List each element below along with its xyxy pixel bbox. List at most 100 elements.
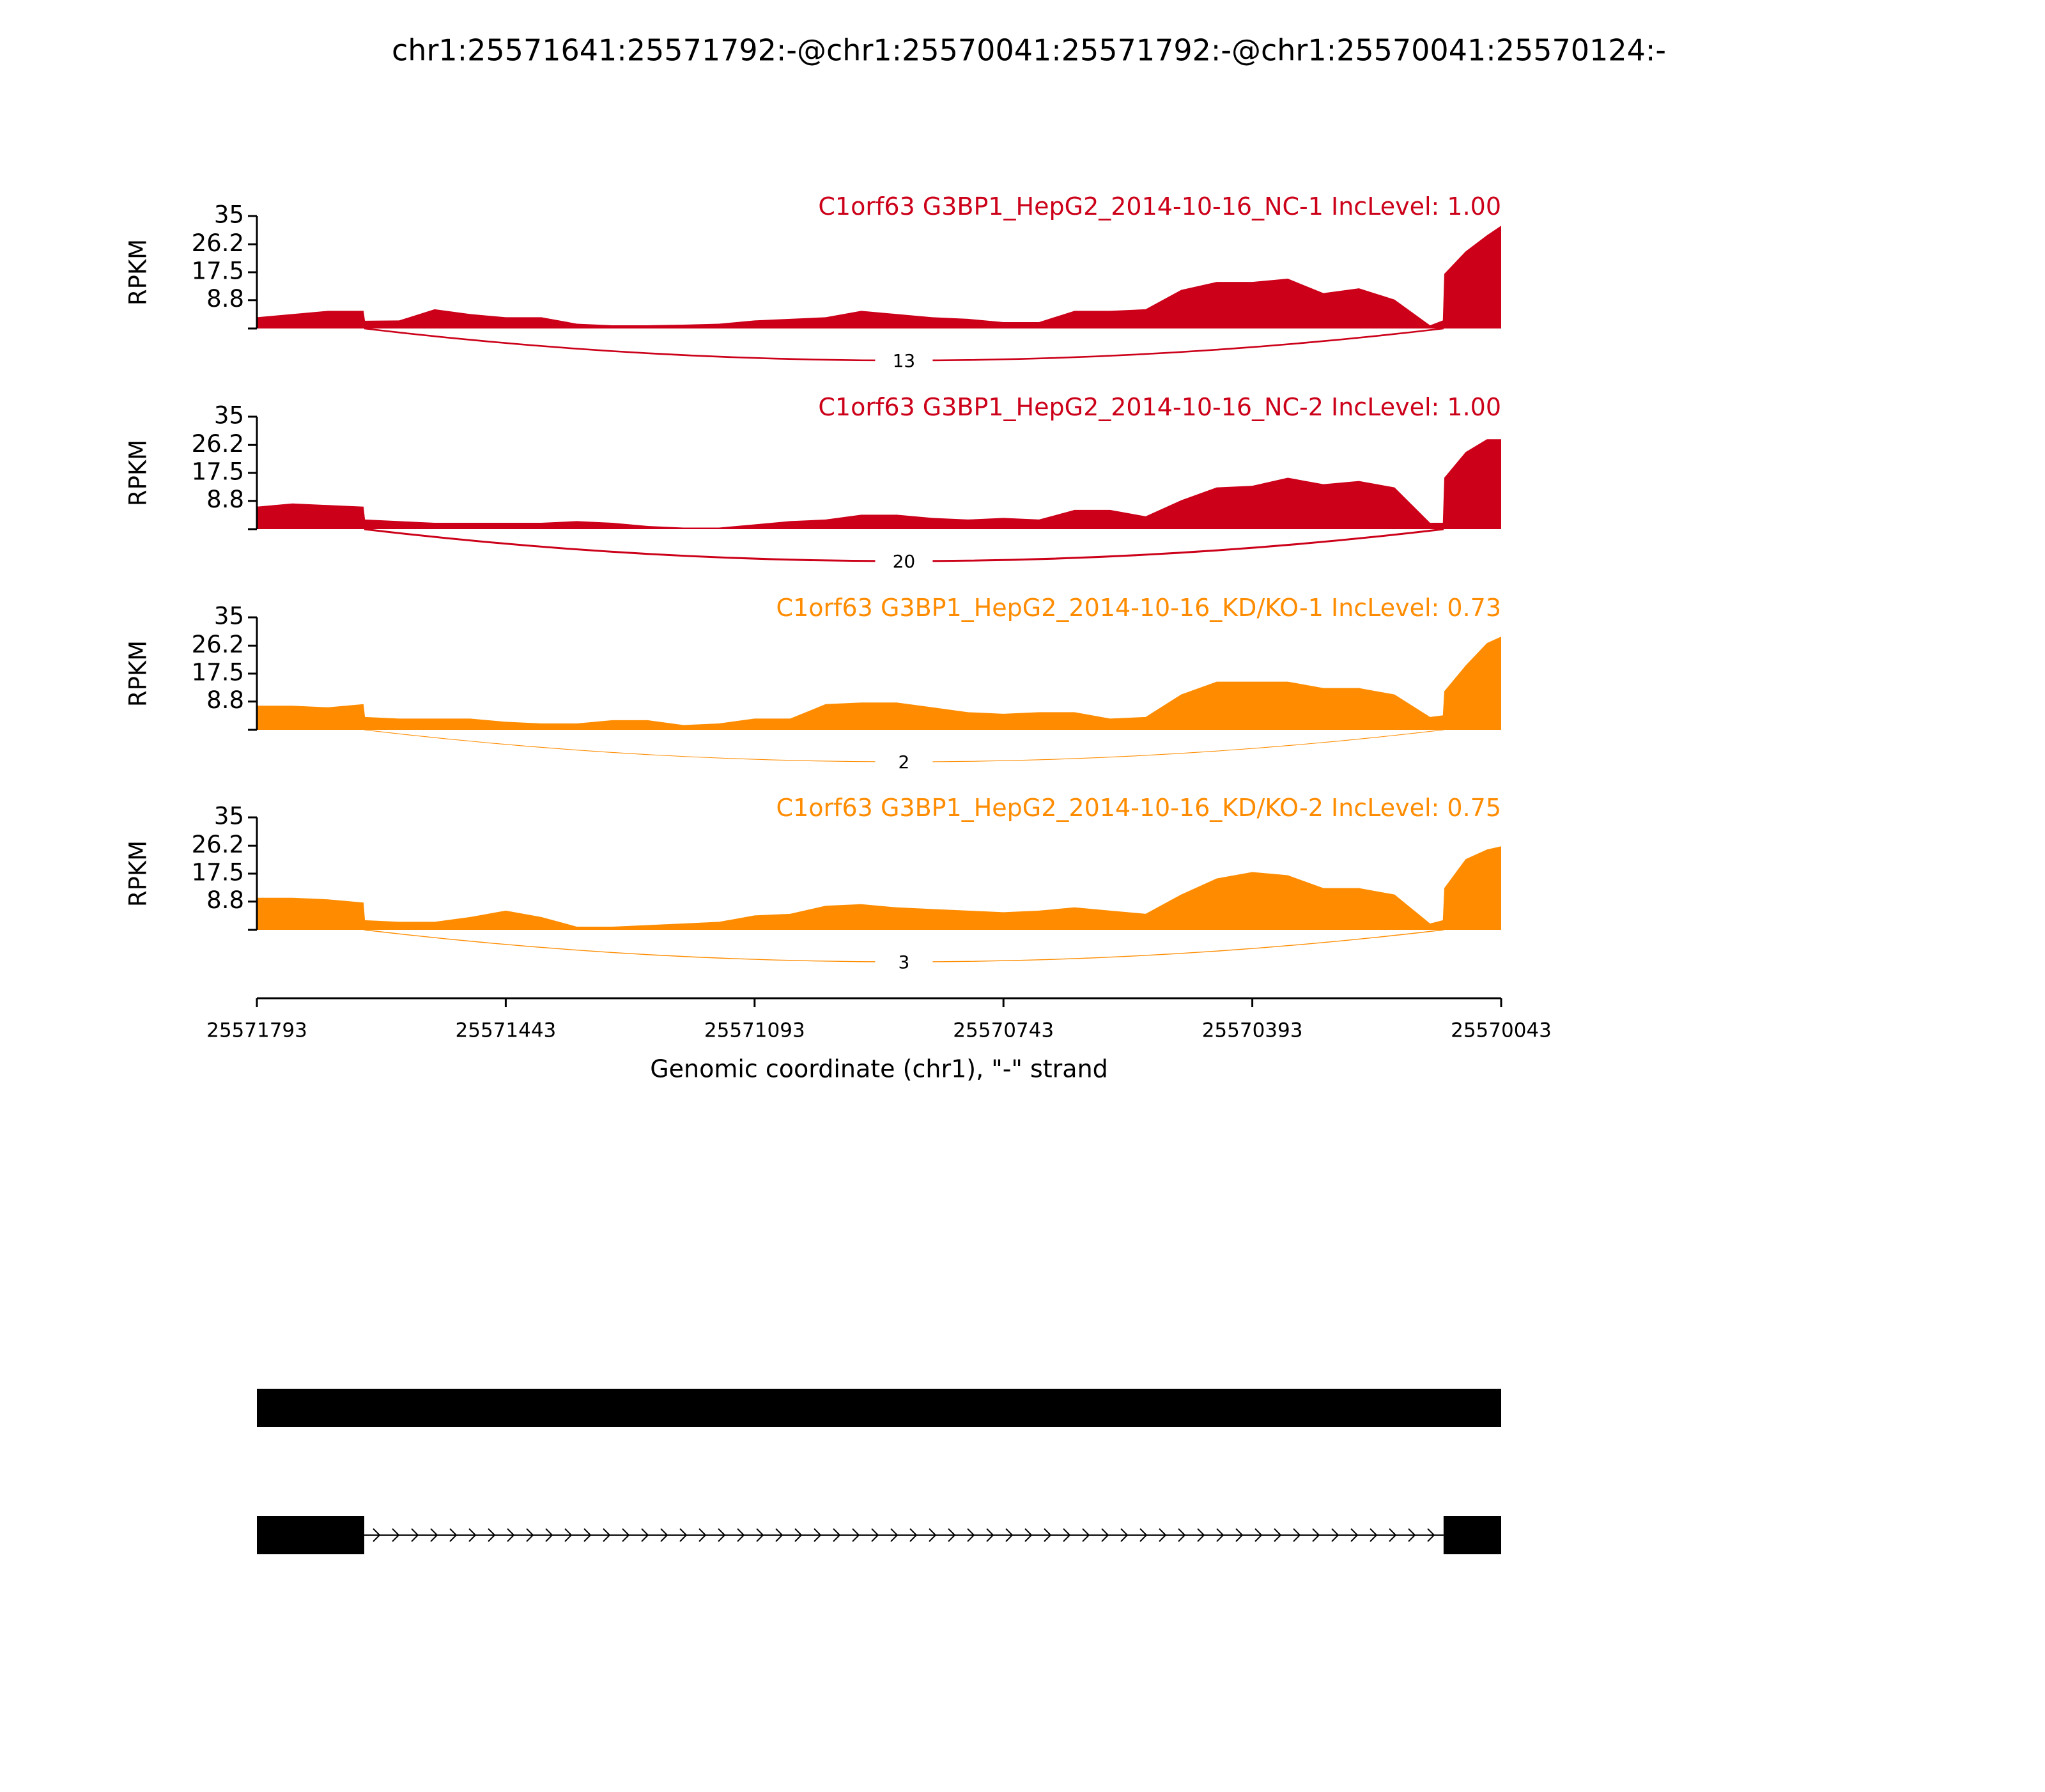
y-tick-label: 8.8 — [206, 285, 244, 313]
coverage-area — [257, 637, 1501, 730]
strand-chevron — [507, 1528, 515, 1542]
strand-chevron — [1024, 1528, 1033, 1542]
strand-chevron — [1120, 1528, 1129, 1542]
y-tick-label: 35 — [214, 201, 244, 229]
strand-chevron — [1159, 1528, 1167, 1542]
x-axis-label: Genomic coordinate (chr1), "-" strand — [650, 1055, 1108, 1083]
x-tick-label: 25570393 — [1202, 1019, 1303, 1042]
strand-chevron — [1139, 1528, 1148, 1542]
exon — [257, 1389, 1501, 1427]
strand-chevron — [1063, 1528, 1071, 1542]
strand-chevron — [871, 1528, 879, 1542]
strand-chevron — [430, 1528, 438, 1542]
strand-chevron — [986, 1528, 994, 1542]
strand-chevron — [1350, 1528, 1359, 1542]
strand-chevron — [1235, 1528, 1244, 1542]
strand-chevron — [603, 1528, 611, 1542]
strand-chevron — [1197, 1528, 1205, 1542]
strand-chevron — [1082, 1528, 1090, 1542]
strand-chevron — [660, 1528, 668, 1542]
strand-chevron — [468, 1528, 477, 1542]
strand-chevron — [622, 1528, 630, 1542]
junction-label-bg — [875, 350, 933, 372]
y-tick-label: 35 — [214, 402, 244, 429]
y-axis-label: RPKM — [125, 840, 152, 907]
exon — [257, 1516, 364, 1554]
coverage-area — [257, 439, 1501, 529]
strand-chevron — [1005, 1528, 1014, 1542]
strand-chevron — [1293, 1528, 1301, 1542]
strand-chevron — [1427, 1528, 1435, 1542]
x-tick-label: 25571093 — [704, 1019, 805, 1042]
junction-count: 2 — [899, 752, 910, 773]
panel-title: C1orf63 G3BP1_HepG2_2014-10-16_NC-1 IncL… — [818, 192, 1501, 220]
y-tick-label: 26.2 — [192, 229, 244, 257]
panel-title: C1orf63 G3BP1_HepG2_2014-10-16_NC-2 IncL… — [818, 393, 1501, 421]
y-tick-label: 8.8 — [206, 486, 244, 513]
strand-chevron — [1216, 1528, 1224, 1542]
strand-chevron — [814, 1528, 822, 1542]
y-tick-label: 35 — [214, 603, 244, 630]
strand-chevron — [564, 1528, 573, 1542]
strand-chevron — [1389, 1528, 1397, 1542]
strand-chevron — [737, 1528, 745, 1542]
y-tick-label: 35 — [214, 803, 244, 830]
strand-chevron — [526, 1528, 534, 1542]
strand-chevron — [392, 1528, 400, 1542]
panel-title: C1orf63 G3BP1_HepG2_2014-10-16_KD/KO-1 I… — [776, 594, 1501, 622]
y-tick-label: 17.5 — [192, 659, 244, 686]
strand-chevron — [1254, 1528, 1263, 1542]
strand-chevron — [775, 1528, 783, 1542]
strand-chevron — [833, 1528, 841, 1542]
y-tick-label: 17.5 — [192, 258, 244, 285]
y-tick-label: 26.2 — [192, 631, 244, 658]
y-tick-label: 8.8 — [206, 886, 244, 914]
junction-label-bg — [875, 752, 933, 773]
x-tick-label: 25570043 — [1451, 1019, 1552, 1042]
strand-chevron — [794, 1528, 803, 1542]
y-tick-label: 8.8 — [206, 686, 244, 714]
strand-chevron — [967, 1528, 975, 1542]
junction-count: 3 — [899, 952, 910, 973]
y-tick-label: 17.5 — [192, 458, 244, 486]
strand-chevron — [698, 1528, 707, 1542]
y-tick-label: 26.2 — [192, 430, 244, 458]
x-tick-label: 25571793 — [206, 1019, 307, 1042]
strand-chevron — [909, 1528, 918, 1542]
strand-chevron — [641, 1528, 649, 1542]
strand-chevron — [1101, 1528, 1109, 1542]
exon — [1443, 1516, 1501, 1554]
junction-label-bg — [875, 551, 933, 573]
strand-chevron — [583, 1528, 592, 1542]
strand-chevron — [449, 1528, 458, 1542]
strand-chevron — [1370, 1528, 1378, 1542]
strand-chevron — [1274, 1528, 1282, 1542]
coverage-area — [257, 846, 1501, 930]
junction-count: 20 — [893, 551, 916, 572]
strand-chevron — [929, 1528, 937, 1542]
strand-chevron — [948, 1528, 956, 1542]
strand-chevron — [1408, 1528, 1416, 1542]
coverage-area — [257, 226, 1501, 328]
y-tick-label: 17.5 — [192, 859, 244, 886]
strand-chevron — [1331, 1528, 1339, 1542]
strand-chevron — [411, 1528, 419, 1542]
strand-chevron — [718, 1528, 726, 1542]
y-tick-label: 26.2 — [192, 831, 244, 858]
panel-title: C1orf63 G3BP1_HepG2_2014-10-16_KD/KO-2 I… — [776, 794, 1501, 822]
junction-count: 13 — [893, 350, 916, 371]
y-axis-label: RPKM — [125, 440, 152, 506]
strand-chevron — [679, 1528, 688, 1542]
x-tick-label: 25570743 — [953, 1019, 1054, 1042]
figure-title: chr1:25571641:25571792:-@chr1:25570041:2… — [392, 33, 1666, 68]
strand-chevron — [545, 1528, 553, 1542]
strand-chevron — [1044, 1528, 1052, 1542]
strand-chevron — [890, 1528, 899, 1542]
y-axis-label: RPKM — [125, 640, 152, 707]
strand-chevron — [1312, 1528, 1320, 1542]
y-axis-label: RPKM — [125, 239, 152, 305]
junction-label-bg — [875, 952, 933, 973]
strand-chevron — [852, 1528, 860, 1542]
strand-chevron — [756, 1528, 764, 1542]
